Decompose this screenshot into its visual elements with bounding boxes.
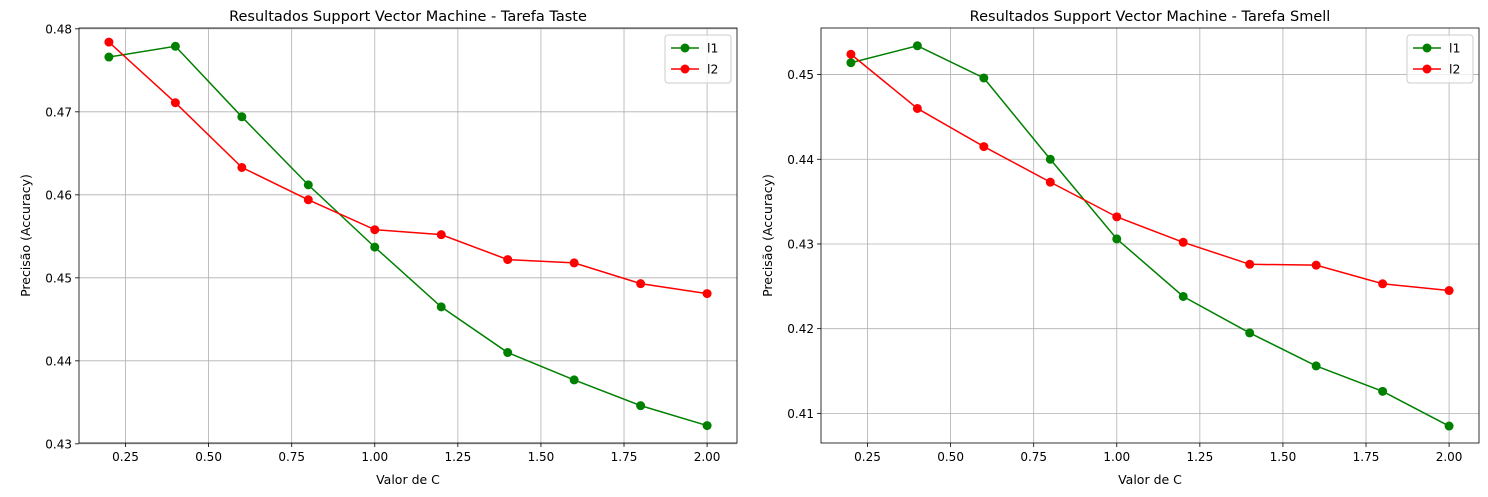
data-point-l1 <box>1378 386 1388 396</box>
legend-box <box>1406 34 1474 84</box>
y-tick-label: 0.45 <box>787 68 814 82</box>
chart-panel-1: 0.25 0.50 0.75 1.00 1.25 1.50 1.75 2.00 0.43 0.44… <box>18 9 738 487</box>
y-tick-label: 0.44 <box>787 153 814 167</box>
x-axis-label: Valor de C <box>1118 472 1182 487</box>
data-point-l1 <box>846 58 856 68</box>
x-tick-label: 1.00 <box>361 450 388 464</box>
y-tick-label: 0.48 <box>45 22 72 36</box>
data-point-l2 <box>503 255 513 265</box>
legend-label-l1: l1 <box>707 41 718 56</box>
x-tick-label: 1.50 <box>528 450 555 464</box>
x-tick-label: 0.75 <box>278 450 305 464</box>
data-point-l2 <box>1444 286 1454 296</box>
data-point-l2 <box>1378 279 1388 289</box>
data-point-l1 <box>912 41 922 51</box>
data-point-l1 <box>979 73 989 83</box>
data-point-l1 <box>436 302 446 312</box>
plot-frame <box>78 27 738 444</box>
legend-marker-l1 <box>680 43 690 53</box>
data-point-l1 <box>1311 361 1321 371</box>
x-tick-label: 1.25 <box>1186 450 1213 464</box>
data-point-l2 <box>370 225 380 235</box>
data-point-l2 <box>1178 237 1188 247</box>
y-tick-label: 0.45 <box>45 271 72 285</box>
y-tick-label: 0.42 <box>787 322 814 336</box>
x-tick-label: 1.00 <box>1103 450 1130 464</box>
y-tick-label: 0.43 <box>45 437 72 451</box>
x-tick-label: 0.50 <box>195 450 222 464</box>
x-tick-label: 1.75 <box>611 450 638 464</box>
series-line-l1 <box>108 45 708 427</box>
series-line-l2 <box>108 41 708 295</box>
chart-title: Resultados Support Vector Machine - Tare… <box>970 9 1331 25</box>
data-point-l1 <box>636 401 646 411</box>
x-tick-label: 0.25 <box>112 450 139 464</box>
y-tick-label: 0.47 <box>45 105 72 119</box>
data-point-l1 <box>370 242 380 252</box>
data-point-l1 <box>1178 291 1188 301</box>
chart-title: Resultados Support Vector Machine - Tare… <box>229 9 587 25</box>
legend-label-l2: l2 <box>1449 62 1460 77</box>
x-tick-label: 1.75 <box>1353 450 1380 464</box>
data-point-l2 <box>104 37 114 47</box>
series-line-l1 <box>850 44 1450 427</box>
x-tick-label: 2.00 <box>1436 450 1463 464</box>
x-tick-label: 1.25 <box>444 450 471 464</box>
data-point-l2 <box>569 258 579 268</box>
data-point-l1 <box>104 52 114 62</box>
plot-frame <box>820 27 1480 444</box>
y-axis-label: Precisão (Accuracy) <box>760 174 775 297</box>
data-point-l1 <box>1245 328 1255 338</box>
data-point-l1 <box>1444 421 1454 431</box>
y-tick-label: 0.44 <box>45 354 72 368</box>
x-tick-label: 0.25 <box>854 450 881 464</box>
data-point-l2 <box>170 98 180 108</box>
y-tick-label: 0.41 <box>787 407 814 421</box>
data-point-l1 <box>702 421 712 431</box>
x-tick-label: 0.50 <box>937 450 964 464</box>
data-point-l2 <box>1112 212 1122 222</box>
y-axis-label: Precisão (Accuracy) <box>18 174 33 297</box>
data-point-l1 <box>170 41 180 51</box>
chart-panel-2: 0.25 0.50 0.75 1.00 1.25 1.50 1.75 2.00 0.41 0.42… <box>760 9 1480 487</box>
data-point-l1 <box>569 375 579 385</box>
x-tick-label: 2.00 <box>694 450 721 464</box>
legend-label-l2: l2 <box>707 62 718 77</box>
legend-label-l1: l1 <box>1449 41 1460 56</box>
data-point-l2 <box>636 279 646 289</box>
data-point-l2 <box>436 230 446 240</box>
data-point-l2 <box>979 142 989 152</box>
x-axis-label: Valor de C <box>376 472 440 487</box>
data-point-l2 <box>303 195 313 205</box>
data-point-l2 <box>1245 259 1255 269</box>
data-point-l2 <box>1045 177 1055 187</box>
legend-marker-l2 <box>1422 64 1432 74</box>
data-point-l2 <box>912 103 922 113</box>
legend-marker-l2 <box>680 64 690 74</box>
data-point-l2 <box>846 49 856 59</box>
legend-marker-l1 <box>1422 43 1432 53</box>
data-point-l1 <box>1112 234 1122 244</box>
x-tick-label: 1.50 <box>1270 450 1297 464</box>
data-point-l2 <box>702 289 712 299</box>
data-point-l1 <box>1045 154 1055 164</box>
data-point-l2 <box>237 162 247 172</box>
data-point-l1 <box>303 180 313 190</box>
series-line-l2 <box>850 53 1450 292</box>
y-tick-label: 0.43 <box>787 237 814 251</box>
y-tick-label: 0.46 <box>45 188 72 202</box>
data-point-l1 <box>237 112 247 122</box>
data-point-l1 <box>503 348 513 358</box>
legend-box <box>664 34 732 84</box>
data-point-l2 <box>1311 260 1321 270</box>
x-tick-label: 0.75 <box>1020 450 1047 464</box>
